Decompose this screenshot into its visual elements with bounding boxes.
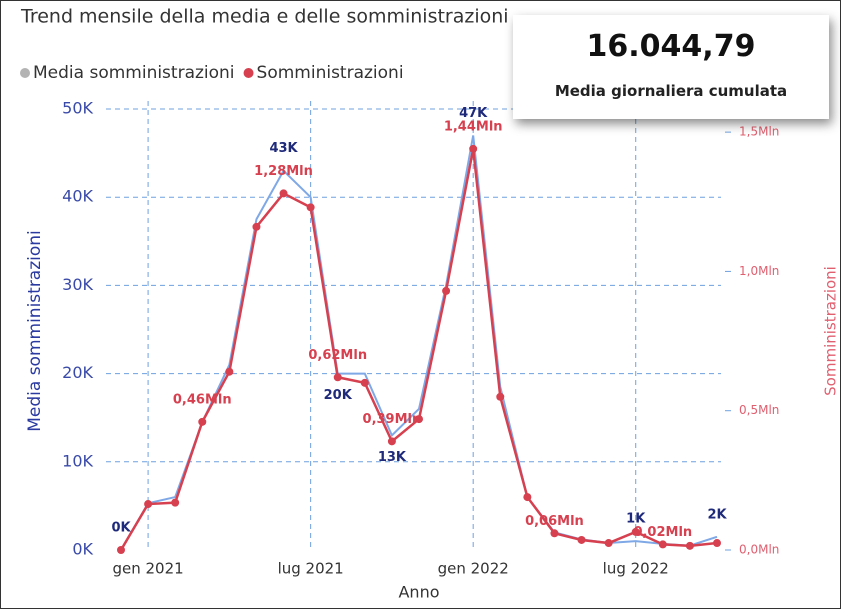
data-point <box>387 437 396 446</box>
data-point <box>415 415 423 424</box>
data-label: 0,39Mln <box>363 412 422 427</box>
x-axis-label: Anno <box>398 583 439 602</box>
data-label: 1,44Mln <box>444 119 503 134</box>
y2-tick-label: 1,5Mln <box>739 125 779 139</box>
y-axis-label: Media somministrazioni <box>25 230 45 432</box>
data-label: 0,02Mln <box>633 525 692 540</box>
legend-label: Media somministrazioni <box>33 63 235 83</box>
y2-tick-label: 0,0Mln <box>739 543 779 557</box>
x-tick-label: lug 2021 <box>278 560 344 578</box>
data-label: 0,62Mln <box>308 348 367 363</box>
data-point <box>252 222 261 231</box>
data-label: 47K <box>459 106 488 121</box>
series-line <box>119 148 718 551</box>
y2-tick-label: 0,5Mln <box>739 403 779 417</box>
data-label: 0,06Mln <box>525 514 584 529</box>
kpi-card: 16.044,79 Media giornaliera cumulata <box>513 15 829 119</box>
x-tick-label: lug 2022 <box>603 560 669 578</box>
data-point <box>117 546 125 554</box>
x-tick-label: gen 2022 <box>438 560 509 578</box>
legend-label: Somministrazioni <box>257 63 404 83</box>
data-point <box>469 144 478 153</box>
data-point <box>685 541 694 550</box>
y2-tick-label: 1,0Mln <box>739 264 779 278</box>
data-point <box>550 529 559 538</box>
data-point <box>171 498 180 507</box>
kpi-value: 16.044,79 <box>586 29 756 64</box>
data-point <box>577 535 586 544</box>
chart-title: Trend mensile della media e delle sommin… <box>20 6 509 28</box>
y-tick-label: 40K <box>62 187 93 206</box>
data-label: 13K <box>378 450 407 465</box>
legend-marker <box>20 68 30 78</box>
data-point <box>306 203 315 212</box>
data-point <box>360 378 369 387</box>
data-label: 20K <box>324 388 353 403</box>
y-tick-label: 0K <box>72 540 93 559</box>
y2-axis-label: Somministrazioni <box>822 266 840 396</box>
data-label: 2K <box>707 507 727 522</box>
data-point <box>713 539 721 548</box>
data-point <box>144 500 153 509</box>
data-point <box>604 539 613 548</box>
data-label: 1,28Mln <box>254 164 313 179</box>
data-label: 0,46Mln <box>173 392 232 407</box>
x-tick-label: gen 2021 <box>112 560 183 578</box>
data-point <box>658 540 667 549</box>
data-point <box>333 373 342 382</box>
data-label: 43K <box>269 141 298 156</box>
y-tick-label: 30K <box>62 275 93 294</box>
data-point <box>442 286 451 295</box>
data-point <box>198 417 207 426</box>
data-label: 1K <box>626 512 646 527</box>
data-point <box>523 493 532 502</box>
y-tick-label: 10K <box>62 451 93 470</box>
data-point <box>225 367 234 376</box>
data-point <box>279 189 288 198</box>
series-line <box>120 135 718 551</box>
data-point <box>631 527 640 536</box>
y-tick-label: 20K <box>62 363 93 382</box>
data-point <box>496 392 505 401</box>
data-label: 0K <box>111 521 131 536</box>
legend-marker <box>243 68 254 78</box>
kpi-label: Media giornaliera cumulata <box>554 82 788 100</box>
y-tick-label: 50K <box>62 99 93 118</box>
